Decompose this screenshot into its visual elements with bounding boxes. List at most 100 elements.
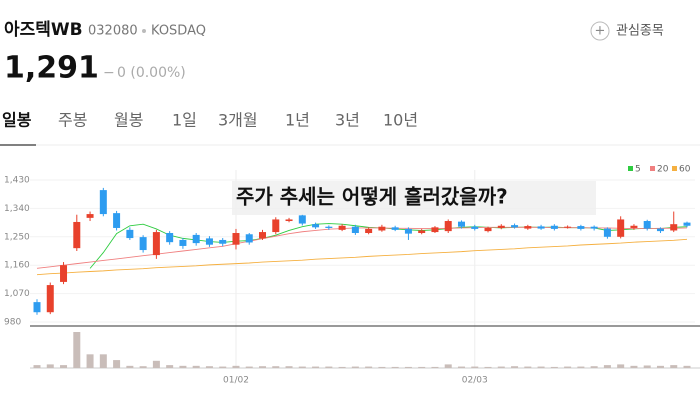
candle-body: [431, 227, 439, 233]
legend-swatch: [650, 166, 655, 171]
volume-bar: [126, 365, 134, 368]
volume-bar: [365, 366, 373, 368]
legend-label: 20: [657, 165, 669, 175]
candle-body: [484, 227, 492, 232]
volume-bar: [444, 364, 452, 368]
volume-bar: [656, 365, 664, 368]
stock-code: 032080: [88, 24, 138, 39]
volume-bar: [484, 366, 492, 368]
moving-average-line: [36, 226, 688, 269]
candle-body: [285, 219, 293, 222]
volume-bar: [378, 366, 386, 368]
volume-bar: [497, 366, 505, 368]
candle-body: [683, 222, 691, 226]
candle-body: [60, 265, 68, 282]
volume-bar: [550, 366, 558, 368]
candle-body: [497, 225, 505, 228]
candle-body: [418, 230, 426, 234]
y-tick-label: 1,070: [4, 289, 30, 299]
annotation-bg: [232, 181, 596, 215]
candle-body: [33, 302, 41, 313]
candle-body: [312, 224, 320, 228]
annotation: 주가 추세는 어떻게 흘러갔을까?: [236, 185, 508, 209]
x-tick-label: 02/03: [462, 376, 488, 386]
volume-bar: [617, 364, 625, 368]
candle-body: [351, 226, 359, 234]
tab[interactable]: 1년: [285, 111, 310, 130]
volume-bar: [113, 360, 121, 368]
watch-icon-ring[interactable]: [590, 21, 610, 41]
candle-body: [511, 225, 519, 228]
candle-body: [537, 226, 545, 229]
candle-body: [126, 229, 134, 239]
candle-body: [630, 225, 638, 228]
volume-bar: [537, 366, 545, 368]
candle-body: [166, 233, 174, 243]
volume-bar: [86, 354, 94, 368]
candle-body: [444, 221, 452, 232]
candle-body: [86, 214, 94, 218]
candle-body: [404, 228, 412, 234]
x-tick-label: 01/02: [223, 376, 249, 386]
candle-body: [192, 234, 200, 244]
tab[interactable]: 10년: [383, 111, 418, 130]
candle-body: [152, 232, 160, 256]
volume-bar: [577, 366, 585, 368]
volume-bar: [643, 365, 651, 368]
candle-body: [365, 228, 373, 234]
y-tick-label: 1,160: [4, 261, 30, 271]
volume-bar: [471, 366, 479, 368]
candle-body: [471, 226, 479, 229]
volume-bar: [683, 365, 691, 368]
candle-body: [298, 215, 306, 224]
candle-body: [670, 224, 678, 231]
candle-body: [139, 237, 147, 251]
candle-body: [643, 221, 651, 229]
candle-body: [577, 226, 585, 229]
tab[interactable]: 3년: [335, 111, 360, 130]
y-tick-label: 1,250: [4, 232, 30, 242]
volume-bar: [219, 366, 227, 368]
tab[interactable]: 1일: [172, 111, 197, 130]
price: 1,291: [4, 51, 99, 86]
watch-icon[interactable]: +: [595, 24, 606, 39]
volume-bar: [232, 365, 240, 368]
volume-bar: [590, 366, 598, 368]
moving-average-line: [36, 238, 688, 276]
volume-bar: [33, 365, 41, 368]
volume-bar: [351, 366, 359, 368]
candle-body: [245, 234, 253, 243]
volume-bar: [139, 366, 147, 368]
tab[interactable]: 일봉: [2, 111, 32, 130]
volume-bar: [272, 366, 280, 368]
candle-body: [391, 227, 399, 230]
candle-body: [564, 226, 572, 228]
candle-body: [603, 228, 611, 237]
legend-label: 5: [635, 165, 641, 175]
candle-body: [338, 225, 346, 230]
tab[interactable]: 월봉: [114, 111, 143, 130]
volume-bar: [205, 366, 213, 368]
candle-body: [272, 219, 280, 233]
tabs: 일봉 주봉 월봉 1일 3개월 1년 3년 10년: [0, 111, 418, 146]
volume-bar: [524, 366, 532, 368]
tab[interactable]: 주봉: [58, 111, 87, 130]
candle-body: [46, 285, 54, 313]
volume-bar: [338, 366, 346, 368]
watch-button[interactable]: 관심종목: [616, 24, 664, 39]
candle-body: [325, 226, 333, 228]
stock-name: 아즈텍WB: [4, 20, 83, 40]
volume-bar: [46, 364, 54, 368]
candle-body: [73, 221, 81, 249]
volume-bar: [391, 366, 399, 368]
candle-body: [205, 238, 213, 245]
volume-bar: [564, 366, 572, 368]
legend-swatch: [672, 166, 677, 171]
volume-bar: [99, 354, 107, 368]
candle-body: [232, 233, 240, 245]
tab[interactable]: 3개월: [218, 111, 258, 130]
y-tick-label: 1,340: [4, 204, 30, 214]
volume-bar: [166, 365, 174, 368]
y-tick-label: 980: [4, 318, 21, 328]
